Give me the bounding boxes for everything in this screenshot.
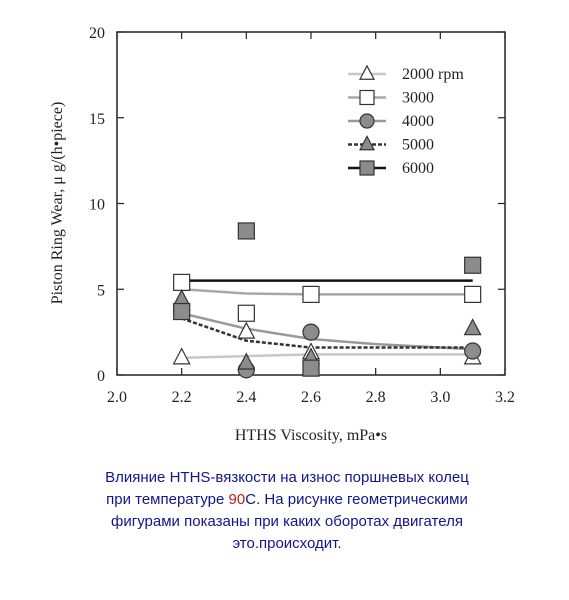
caption-line: фигурами показаны при каких оборотах дви… (111, 513, 463, 530)
x-tick-label: 2.0 (107, 389, 127, 406)
y-tick-label: 5 (97, 282, 105, 299)
marker (237, 222, 255, 240)
legend-marker (359, 113, 375, 129)
legend-label: 6000 (402, 160, 434, 177)
caption-line: при температуре 90С. На рисунке геометри… (106, 491, 468, 508)
marker (237, 352, 256, 370)
marker (302, 359, 320, 377)
x-tick-label: 2.2 (172, 389, 192, 406)
caption-highlight: 90 (229, 491, 246, 508)
legend-label: 2000 rpm (402, 66, 464, 83)
x-tick-label: 2.6 (301, 389, 321, 406)
legend-marker (359, 160, 375, 176)
marker (464, 256, 482, 274)
trend-line (181, 312, 473, 351)
marker (173, 302, 191, 321)
marker (464, 285, 482, 303)
marker (237, 304, 255, 322)
caption-line: это.происходит. (232, 535, 341, 552)
legend-marker (359, 64, 375, 80)
y-tick-label: 0 (97, 368, 105, 385)
x-tick-label: 3.0 (430, 389, 450, 406)
x-tick-label: 2.8 (366, 389, 386, 406)
x-tick-label: 2.4 (236, 389, 256, 406)
marker (237, 321, 256, 339)
caption-text: С. На рисунке геометрическими (245, 491, 468, 508)
trend-line (181, 317, 473, 349)
legend-marker (359, 135, 375, 151)
marker (464, 342, 482, 360)
y-tick-label: 10 (89, 197, 105, 214)
caption-line: Влияние HTHS-вязкости на износ поршневых… (105, 469, 469, 486)
x-tick-label: 3.2 (495, 389, 515, 406)
marker (463, 318, 482, 336)
marker (173, 273, 191, 291)
y-axis-label: Piston Ring Wear, μ g/(h•piece) (49, 102, 66, 305)
trend-line (181, 353, 473, 360)
caption-text: при температуре (106, 491, 228, 508)
x-axis-label: HTHS Viscosity, mPa•s (235, 427, 387, 444)
y-tick-label: 20 (89, 25, 105, 42)
legend-marker (359, 89, 375, 106)
marker (172, 347, 191, 365)
legend-label: 3000 (402, 90, 434, 107)
marker (302, 323, 320, 341)
trend-line (181, 288, 473, 296)
y-tick-label: 15 (89, 111, 105, 128)
marker (302, 285, 320, 303)
legend-label: 4000 (402, 113, 434, 130)
legend-label: 5000 (402, 137, 434, 154)
